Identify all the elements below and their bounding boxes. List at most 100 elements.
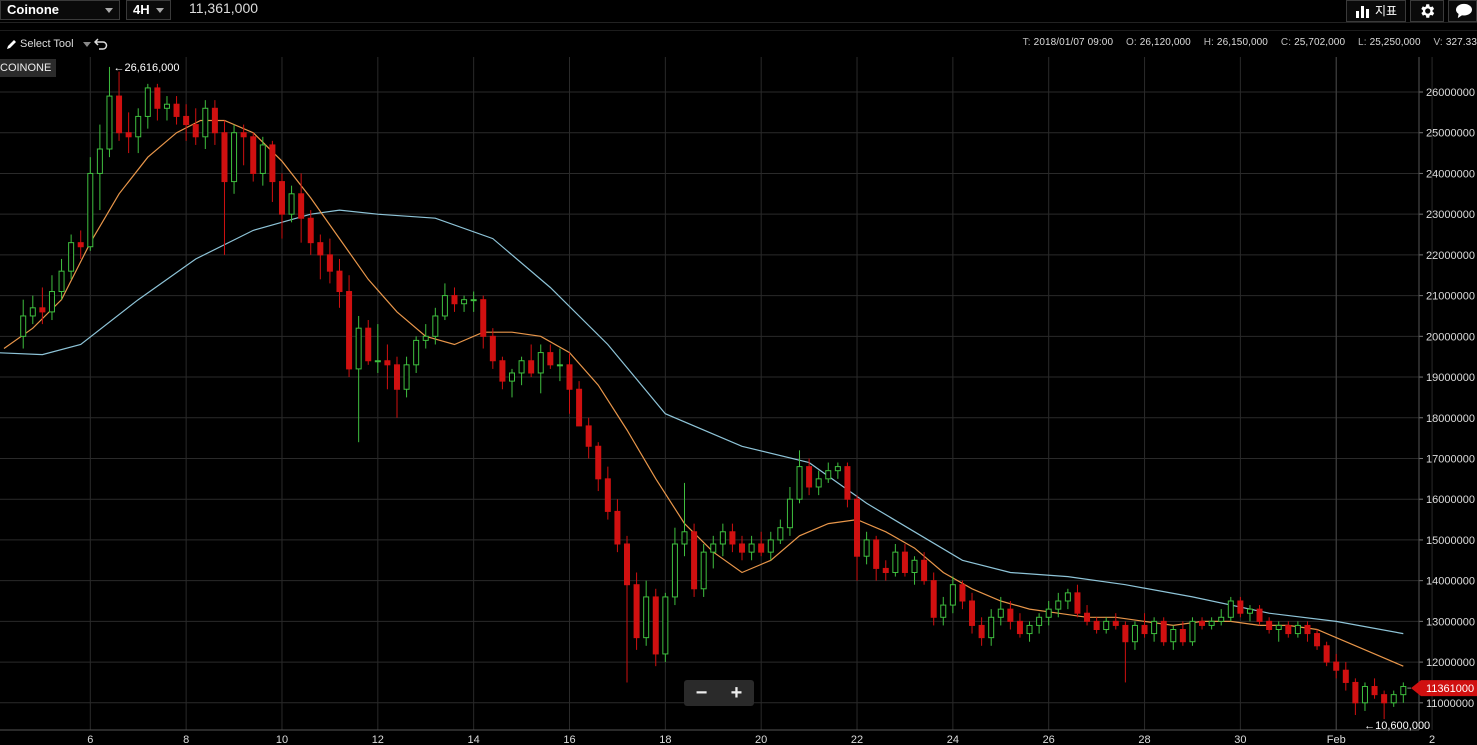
y-tick-label: 12000000 — [1426, 657, 1475, 669]
candle-body — [1381, 694, 1388, 704]
zoom-out-button[interactable]: − — [684, 680, 719, 706]
candle — [1122, 621, 1129, 683]
candle-body — [1390, 694, 1397, 704]
candle-body — [1084, 612, 1091, 622]
candle — [1026, 621, 1033, 642]
y-tick-label: 16000000 — [1426, 494, 1475, 506]
candle-body — [480, 299, 487, 337]
chevron-down-icon — [156, 8, 164, 13]
candle — [355, 315, 362, 443]
pencil-icon — [7, 40, 16, 49]
candle — [451, 287, 458, 312]
candle — [624, 535, 631, 683]
chat-icon — [1456, 3, 1472, 19]
x-tick-label: 12 — [372, 734, 384, 745]
candle — [365, 320, 372, 365]
candle-body — [451, 295, 458, 305]
indicators-label: 지표 — [1375, 4, 1398, 18]
symbol-tag: COINONE — [0, 59, 57, 77]
low-annotation: ←10,600,000 — [1364, 720, 1430, 732]
candle-body — [441, 295, 448, 317]
candle-body — [671, 543, 678, 598]
candle — [202, 100, 209, 150]
candle — [39, 287, 46, 325]
candle — [949, 576, 956, 614]
candle — [585, 417, 592, 459]
last-price-label: 11361000 — [1426, 683, 1474, 695]
y-tick-label: 25000000 — [1426, 128, 1475, 140]
candle-body — [882, 567, 889, 573]
candle-body — [307, 217, 314, 244]
candle-body — [710, 543, 717, 553]
x-tick-label: Feb — [1327, 734, 1346, 745]
plus-icon: + — [730, 682, 743, 704]
candle — [1342, 662, 1349, 691]
ohlc-o-value: 26,120,000 — [1139, 37, 1191, 48]
candle-body — [1227, 600, 1234, 618]
y-tick-label: 18000000 — [1426, 413, 1475, 425]
candle-body — [240, 132, 247, 138]
x-tick-label: 20 — [755, 734, 767, 745]
candle — [432, 307, 439, 345]
candle-body — [806, 466, 813, 488]
candle-body — [959, 584, 966, 602]
chat-button[interactable] — [1448, 0, 1477, 22]
candle — [911, 556, 918, 585]
candle — [1112, 613, 1119, 630]
indicators-button[interactable]: 지표 — [1346, 0, 1406, 22]
candle — [1227, 596, 1234, 622]
ohlc-l-value: 25,250,000 — [1369, 37, 1421, 48]
candle — [633, 572, 640, 650]
high-annotation: ←26,616,000 — [113, 62, 179, 74]
candle-body — [154, 87, 161, 109]
candle-body — [595, 445, 602, 480]
candle — [930, 572, 937, 626]
select-tool-button[interactable]: Select Tool — [4, 35, 91, 53]
ma-long-line — [0, 209, 1404, 635]
candle-body — [691, 531, 698, 590]
candle-body — [758, 543, 765, 553]
candle-body — [1064, 592, 1071, 602]
candle — [1256, 605, 1263, 626]
candle — [1323, 641, 1330, 667]
candle-body — [1361, 686, 1368, 704]
symbol-select[interactable]: Coinone — [0, 0, 120, 20]
candle — [844, 462, 851, 508]
candle — [1131, 621, 1138, 650]
candle — [758, 531, 765, 557]
undo-button[interactable] — [93, 36, 110, 52]
annotations: ←26,616,000 ←10,600,000 11361000 — [113, 62, 1477, 732]
candle-body — [1179, 629, 1186, 643]
candle-body — [1055, 600, 1062, 610]
zoom-controls: − + — [684, 680, 754, 706]
candle-body — [336, 270, 343, 293]
candle-body — [48, 291, 55, 313]
minus-icon: − — [695, 682, 708, 704]
candle — [662, 592, 669, 663]
x-tick-label: 24 — [947, 734, 959, 745]
candle-body — [633, 584, 640, 639]
candle-body — [1007, 608, 1014, 622]
candle-body — [767, 539, 774, 553]
ohlc-h-label: H: — [1203, 37, 1214, 48]
candle-body — [911, 559, 918, 573]
settings-button[interactable] — [1410, 0, 1444, 22]
candle — [1103, 617, 1110, 634]
candle-body — [786, 498, 793, 529]
candle — [106, 66, 113, 158]
current-price: 11,361,000 — [189, 0, 259, 16]
candle-body — [211, 107, 218, 134]
candle — [777, 519, 784, 544]
candle — [537, 344, 544, 394]
candle — [576, 381, 583, 427]
drawing-toolbar: Select Tool T: 2018/01/07 09:00 O: 26,120,… — [0, 30, 1477, 57]
candle-body — [652, 596, 659, 655]
candle-body — [748, 543, 755, 553]
candle-body — [739, 543, 746, 553]
candle-body — [1093, 620, 1100, 631]
interval-select[interactable]: 4H — [126, 0, 171, 20]
candle-body — [643, 596, 650, 639]
candle — [68, 234, 75, 280]
zoom-in-button[interactable]: + — [719, 680, 754, 706]
